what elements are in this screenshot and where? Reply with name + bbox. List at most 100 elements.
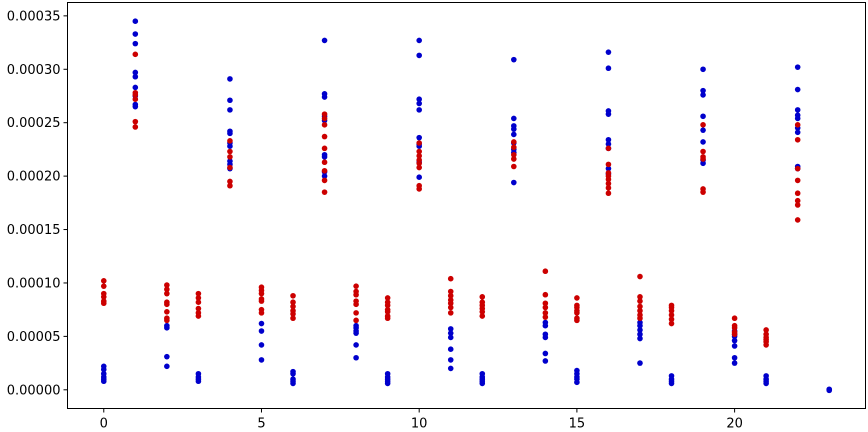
data-point — [668, 312, 675, 318]
data-points — [100, 18, 833, 394]
data-point — [353, 330, 359, 336]
data-point — [794, 107, 801, 113]
data-point — [542, 310, 549, 316]
data-point — [731, 315, 738, 322]
data-point — [605, 49, 612, 55]
data-point — [416, 134, 422, 141]
data-point — [511, 115, 517, 122]
data-point — [605, 141, 612, 147]
data-point — [100, 366, 107, 373]
data-point — [100, 300, 107, 307]
y-tick-label: 0.00020 — [7, 170, 61, 185]
data-point — [164, 301, 170, 308]
data-point — [353, 283, 359, 289]
data-point — [731, 325, 738, 331]
data-point — [321, 37, 328, 44]
data-point — [321, 173, 328, 179]
y-tick-label: 0.00005 — [7, 330, 61, 345]
data-point — [132, 92, 139, 98]
plot-frame — [67, 2, 866, 409]
data-point — [605, 161, 612, 168]
data-point — [731, 343, 738, 349]
y-axis: 0.00000 0.00005 0.00010 0.00015 0.00020 0.000… — [7, 9, 68, 398]
data-point — [637, 303, 643, 310]
data-point — [132, 40, 139, 47]
data-point — [353, 354, 359, 361]
data-point — [574, 310, 580, 316]
data-point — [700, 87, 706, 94]
data-point — [605, 180, 612, 187]
data-point — [132, 31, 139, 37]
data-point — [100, 283, 107, 289]
data-point — [511, 179, 517, 186]
data-point — [290, 380, 296, 387]
data-point — [353, 301, 359, 308]
data-point — [605, 176, 612, 183]
data-point — [416, 148, 422, 155]
data-point — [164, 325, 170, 331]
data-point — [700, 160, 706, 167]
data-point — [763, 342, 769, 348]
data-point — [668, 380, 675, 387]
data-point — [700, 127, 706, 133]
data-point — [447, 300, 454, 307]
data-point — [321, 177, 328, 184]
data-point — [542, 314, 549, 320]
data-point — [731, 360, 738, 366]
data-point — [132, 73, 139, 80]
x-tick-label: 15 — [569, 417, 586, 432]
x-tick-label: 5 — [257, 417, 265, 432]
y-tick-label: 0.00035 — [7, 9, 61, 24]
data-point — [605, 111, 612, 117]
data-point — [605, 136, 612, 143]
data-point — [479, 294, 486, 300]
data-point — [447, 310, 454, 316]
data-point — [353, 317, 359, 324]
data-point — [290, 299, 296, 305]
data-point — [321, 122, 328, 128]
data-point — [416, 37, 422, 44]
data-point — [794, 86, 801, 93]
y-tick-label: 0.00030 — [7, 63, 61, 78]
data-point — [258, 290, 265, 297]
x-axis: 0 5 10 15 20 — [100, 408, 743, 432]
data-point — [258, 310, 265, 316]
data-point — [227, 138, 233, 144]
data-point — [794, 165, 801, 172]
data-point — [637, 322, 643, 329]
data-point — [700, 66, 706, 73]
data-point — [353, 291, 359, 298]
data-point — [258, 342, 265, 348]
data-point — [447, 346, 454, 353]
data-point — [258, 357, 265, 363]
data-point — [321, 154, 328, 160]
data-point — [447, 365, 454, 372]
data-point — [195, 295, 202, 301]
x-tick-label: 10 — [411, 417, 428, 432]
data-point — [416, 140, 422, 146]
data-point — [416, 96, 422, 102]
data-point — [195, 290, 202, 297]
data-point — [763, 380, 769, 387]
data-point — [100, 378, 107, 385]
data-point — [605, 165, 612, 172]
data-point — [700, 148, 706, 155]
data-point — [637, 315, 643, 322]
data-point — [542, 304, 549, 311]
data-point — [132, 103, 139, 110]
data-point — [290, 315, 296, 322]
data-point — [164, 317, 170, 324]
data-point — [227, 107, 233, 113]
data-point — [195, 313, 202, 319]
data-point — [605, 65, 612, 72]
data-point — [321, 94, 328, 100]
data-point — [731, 337, 738, 344]
y-tick-label: 0.00025 — [7, 116, 61, 131]
data-point — [321, 111, 328, 117]
data-point — [164, 309, 170, 315]
data-point — [668, 320, 675, 327]
data-point — [542, 358, 549, 364]
data-point — [447, 357, 454, 363]
